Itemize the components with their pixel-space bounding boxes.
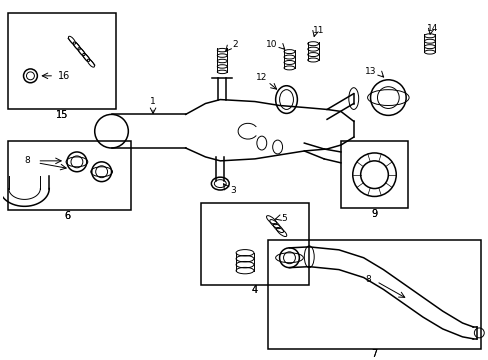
Text: 10: 10 [265,40,277,49]
Text: 12: 12 [256,73,267,82]
Bar [8,13,116,109]
Text: 2: 2 [232,40,238,49]
Text: 16: 16 [58,71,70,81]
Text: 6: 6 [64,211,70,221]
Text: 8: 8 [365,275,371,284]
Bar [200,203,308,285]
Bar [267,240,480,349]
Text: 14: 14 [427,24,438,33]
Text: 3: 3 [230,186,236,195]
Text: 5: 5 [281,214,287,223]
Bar [340,141,407,208]
Text: 13: 13 [364,67,376,76]
Text: 4: 4 [251,285,257,295]
Text: 15: 15 [56,111,68,120]
Text: 4: 4 [251,285,257,295]
Text: 15: 15 [56,111,68,120]
Text: 11: 11 [313,26,324,35]
Text: 1: 1 [150,97,156,106]
Text: 9: 9 [371,209,377,219]
Text: 7: 7 [370,348,377,359]
Text: 6: 6 [64,211,70,221]
Bar [8,141,131,210]
Text: 7: 7 [370,348,377,359]
Text: 9: 9 [371,209,377,219]
Text: 8: 8 [24,156,30,165]
